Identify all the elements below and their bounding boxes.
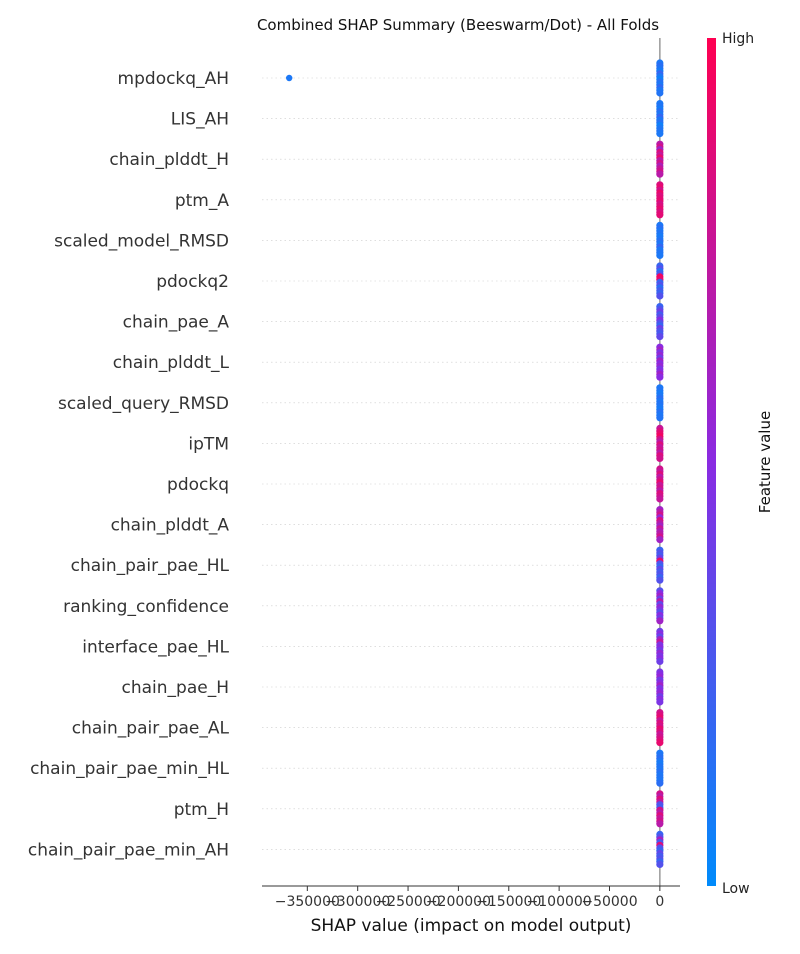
x-tick-label: −50000	[581, 894, 637, 910]
data-point	[656, 333, 664, 341]
data-point	[656, 170, 664, 178]
feature-label: LIS_AH	[171, 110, 229, 130]
colorbar	[707, 38, 716, 886]
data-point	[285, 74, 293, 82]
feature-label: ranking_confidence	[63, 597, 229, 617]
x-axis-label: SHAP value (impact on model output)	[311, 916, 632, 936]
data-point	[656, 454, 664, 462]
x-tick-label: 0	[655, 894, 664, 910]
feature-label: chain_plddt_H	[109, 150, 229, 170]
row-guides	[262, 77, 680, 850]
feature-label: pdockq	[167, 475, 229, 495]
x-ticks: −350000−300000−250000−200000−150000−1000…	[275, 886, 664, 910]
feature-label: pdockq2	[156, 272, 229, 292]
feature-label: chain_pair_pae_AL	[72, 719, 230, 739]
data-point	[656, 820, 664, 828]
data-point	[656, 495, 664, 503]
feature-label: chain_pair_pae_HL	[71, 556, 230, 576]
colorbar-low-label: Low	[722, 881, 750, 897]
feature-label: ptm_H	[174, 800, 229, 820]
feature-label: chain_pae_H	[122, 678, 230, 698]
data-point	[656, 89, 664, 97]
feature-label: scaled_model_RMSD	[54, 231, 229, 251]
feature-label: chain_pair_pae_min_AH	[28, 840, 229, 860]
points-layer	[285, 59, 664, 869]
feature-label: chain_pair_pae_min_HL	[30, 759, 229, 779]
feature-label: chain_plddt_L	[113, 353, 230, 373]
x-tick-label: −200000	[426, 894, 491, 910]
data-point	[656, 414, 664, 422]
data-point	[656, 251, 664, 259]
data-point	[656, 657, 664, 666]
colorbar-high-label: High	[722, 31, 754, 47]
data-point	[656, 860, 664, 869]
data-point	[656, 373, 664, 381]
x-tick-label: −100000	[527, 894, 592, 910]
data-point	[656, 739, 664, 747]
feature-label: mpdockq_AH	[118, 69, 229, 89]
colorbar-title: Feature value	[756, 411, 774, 513]
x-tick-label: −350000	[275, 894, 340, 910]
feature-label: scaled_query_RMSD	[58, 394, 229, 414]
data-point	[656, 617, 664, 625]
feature-label: chain_pae_A	[123, 313, 230, 333]
x-tick-label: −300000	[325, 894, 390, 910]
feature-label: interface_pae_HL	[82, 637, 229, 657]
x-tick-label: −150000	[476, 894, 541, 910]
data-point	[656, 576, 664, 584]
feature-label: chain_plddt_A	[111, 516, 230, 536]
data-point	[656, 779, 664, 787]
data-point	[656, 292, 664, 300]
chart-title: Combined SHAP Summary (Beeswarm/Dot) - A…	[257, 16, 659, 34]
data-point	[656, 130, 664, 138]
data-point	[656, 536, 664, 544]
data-point	[656, 698, 664, 706]
x-tick-label: −250000	[375, 894, 440, 910]
feature-label: ipTM	[188, 434, 229, 454]
feature-label: ptm_A	[175, 191, 230, 211]
feature-labels: mpdockq_AH LIS_AH chain_plddt_H ptm_Ascaled…	[28, 69, 230, 860]
data-point	[656, 211, 664, 219]
